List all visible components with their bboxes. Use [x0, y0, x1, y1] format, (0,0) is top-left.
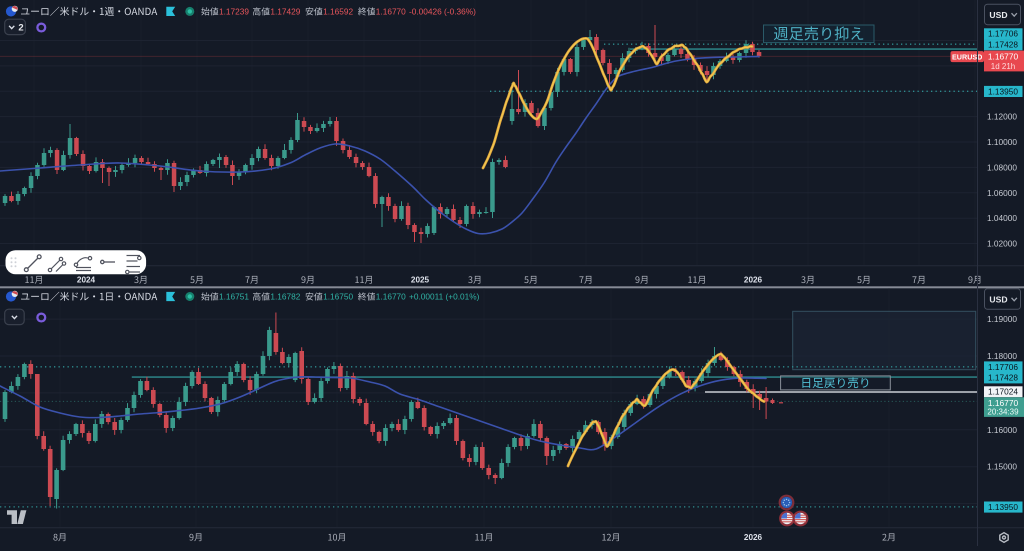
svg-text:1.16750: 1.16750 [323, 292, 353, 302]
svg-text:1.13950: 1.13950 [988, 86, 1018, 96]
svg-text:2: 2 [18, 23, 23, 34]
svg-text:1.16751: 1.16751 [219, 292, 249, 302]
svg-text:1.02000: 1.02000 [987, 239, 1017, 249]
svg-text:2026: 2026 [744, 533, 763, 542]
svg-text:1.17239: 1.17239 [219, 6, 249, 16]
svg-text:1.17706: 1.17706 [988, 29, 1018, 39]
svg-text:USD: USD [989, 295, 1007, 305]
svg-text:-0.00426 (-0.36%): -0.00426 (-0.36%) [409, 6, 476, 16]
svg-text:USD: USD [989, 10, 1007, 20]
svg-text:1.15000: 1.15000 [987, 462, 1017, 472]
svg-text:1.16770: 1.16770 [988, 398, 1019, 408]
svg-text:1.06000: 1.06000 [987, 188, 1017, 198]
svg-text:1.16782: 1.16782 [270, 292, 300, 302]
svg-text:1.17024: 1.17024 [988, 387, 1018, 397]
svg-text:1.16000: 1.16000 [987, 425, 1017, 435]
svg-text:1.19000: 1.19000 [987, 314, 1017, 324]
svg-text:1.18000: 1.18000 [987, 351, 1017, 361]
svg-text:1.16770: 1.16770 [376, 292, 406, 302]
svg-text:1.16592: 1.16592 [323, 6, 353, 16]
svg-text:1.08000: 1.08000 [987, 162, 1017, 172]
svg-text:1.17429: 1.17429 [270, 6, 300, 16]
svg-text:1.04000: 1.04000 [987, 213, 1017, 223]
svg-text:2026: 2026 [744, 276, 763, 285]
svg-text:2025: 2025 [411, 276, 430, 285]
svg-text:1.16770: 1.16770 [376, 6, 406, 16]
svg-text:1.17428: 1.17428 [988, 373, 1018, 383]
svg-text:1.12000: 1.12000 [987, 112, 1017, 122]
svg-text:1.17706: 1.17706 [988, 362, 1018, 372]
svg-text:2024: 2024 [77, 276, 96, 285]
svg-text:1d 21h: 1d 21h [991, 62, 1015, 71]
svg-text:1.13950: 1.13950 [988, 502, 1018, 512]
svg-text:EURUSD: EURUSD [952, 52, 982, 61]
svg-text:1.16770: 1.16770 [988, 51, 1019, 61]
svg-text:20:34:39: 20:34:39 [987, 407, 1019, 416]
svg-text:1.17428: 1.17428 [988, 40, 1018, 50]
svg-text:+0.00011 (+0.01%): +0.00011 (+0.01%) [409, 292, 480, 302]
svg-text:1.10000: 1.10000 [987, 137, 1017, 147]
